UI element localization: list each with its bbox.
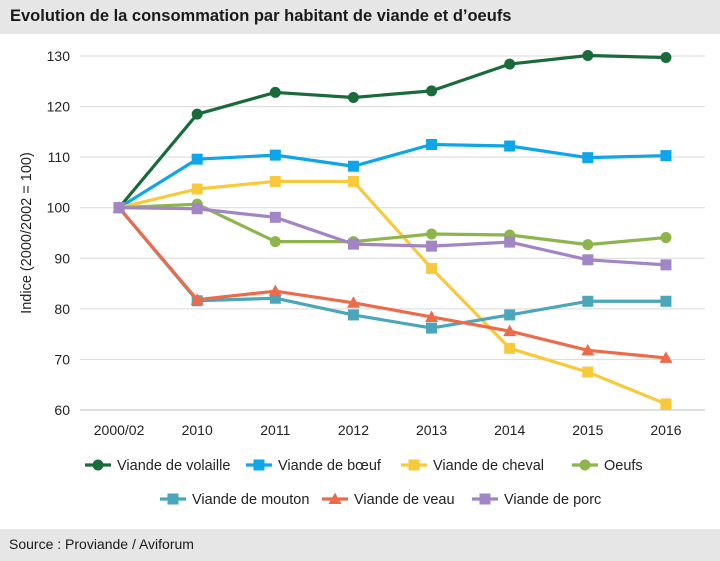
- point-oeufs-7: [660, 232, 672, 244]
- point-viande-de-veau-6: [581, 343, 595, 356]
- point-viande-de-cheval-7: [660, 398, 672, 410]
- point-oeufs-6: [582, 239, 594, 251]
- point-viande-de-volaille-6: [582, 49, 594, 61]
- point-viande-de-mouton-4: [426, 322, 438, 334]
- point-viande-de-veau-2: [268, 284, 282, 297]
- x-tick-label-6: 2015: [572, 422, 603, 438]
- legend-label-viande-de-b-uf: Viande de bœuf: [278, 458, 382, 474]
- series-line-viande-de-mouton: [117, 206, 666, 330]
- y-tick-label-70: 70: [54, 351, 70, 367]
- title-bar: Evolution de la consommation par habitan…: [0, 0, 720, 34]
- point-viande-de-porc-4: [426, 240, 438, 252]
- point-viande-de-veau-5: [503, 324, 517, 337]
- y-tick-label-80: 80: [54, 301, 70, 317]
- point-viande-de-cheval-5: [504, 342, 516, 354]
- point-viande-de-porc-2: [269, 211, 281, 223]
- x-tick-label-7: 2016: [650, 422, 681, 438]
- y-tick-label-120: 120: [47, 99, 71, 115]
- legend-label-viande-de-veau: Viande de veau: [354, 492, 455, 508]
- point-viande-de-volaille-1: [191, 108, 203, 120]
- legend-marker-viande-de-b-uf: [253, 459, 265, 471]
- y-tick-label-110: 110: [48, 149, 71, 165]
- point-viande-de-cheval-4: [426, 262, 438, 274]
- source-note: Source : Proviande / Aviforum: [9, 536, 194, 552]
- point-viande-de-b-uf-2: [269, 149, 281, 161]
- point-viande-de-b-uf-7: [660, 150, 672, 162]
- point-viande-de-volaille-5: [504, 58, 516, 70]
- series-line-viande-de-porc: [119, 206, 667, 267]
- x-tick-label-5: 2014: [494, 422, 525, 438]
- legend-marker-viande-de-porc: [479, 493, 491, 505]
- point-viande-de-b-uf-4: [426, 139, 438, 150]
- point-viande-de-mouton-2: [269, 292, 281, 304]
- point-oeufs-4: [426, 228, 438, 240]
- legend-marker-viande-de-mouton: [167, 493, 179, 505]
- point-viande-de-cheval-3: [347, 175, 359, 187]
- legend-marker-viande-de-veau: [328, 492, 342, 504]
- point-viande-de-volaille-2: [269, 86, 281, 98]
- point-viande-de-porc-7: [660, 259, 672, 271]
- legend-label-oeufs: Oeufs: [604, 458, 643, 474]
- point-viande-de-porc-6: [582, 254, 594, 266]
- point-viande-de-volaille-4: [426, 85, 438, 97]
- point-viande-de-mouton-6: [582, 295, 594, 307]
- point-viande-de-veau-1: [190, 293, 204, 305]
- legend-label-viande-de-cheval: Viande de cheval: [433, 458, 544, 474]
- y-tick-label-60: 60: [54, 402, 70, 418]
- point-viande-de-porc-0: [113, 202, 125, 214]
- point-viande-de-mouton-3: [347, 309, 359, 321]
- footer-bar: Source : Proviande / Aviforum: [0, 529, 720, 561]
- legend-marker-oeufs: [579, 459, 591, 471]
- point-viande-de-mouton-5: [504, 309, 516, 321]
- point-viande-de-veau-7: [659, 351, 673, 363]
- point-viande-de-porc-1: [191, 203, 203, 215]
- series-line-viande-de-b-uf: [118, 142, 666, 210]
- point-viande-de-mouton-7: [660, 295, 672, 307]
- legend-label-viande-de-mouton: Viande de mouton: [192, 492, 309, 508]
- point-viande-de-b-uf-6: [582, 152, 594, 164]
- y-tick-label-100: 100: [47, 200, 71, 216]
- legend-marker-viande-de-cheval: [408, 459, 420, 471]
- point-viande-de-volaille-7: [660, 52, 672, 64]
- x-tick-label-1: 2010: [182, 422, 213, 438]
- point-viande-de-porc-5: [504, 236, 516, 248]
- point-viande-de-veau-4: [425, 310, 439, 322]
- point-viande-de-cheval-1: [191, 183, 203, 195]
- legend-label-viande-de-volaille: Viande de volaille: [117, 458, 230, 474]
- point-viande-de-veau-3: [346, 296, 360, 308]
- point-viande-de-b-uf-3: [347, 160, 359, 172]
- series-line-viande-de-volaille: [117, 53, 666, 209]
- series-line-viande-de-veau: [117, 206, 667, 360]
- point-viande-de-porc-3: [347, 238, 359, 250]
- point-viande-de-b-uf-1: [191, 153, 203, 165]
- point-viande-de-cheval-6: [582, 366, 594, 378]
- point-viande-de-volaille-3: [347, 91, 359, 103]
- x-tick-label-0: 2000/02: [94, 422, 145, 438]
- legend-marker-viande-de-volaille: [92, 459, 104, 471]
- point-oeufs-2: [269, 236, 281, 248]
- legend-label-viande-de-porc: Viande de porc: [504, 492, 601, 508]
- series-line-viande-de-cheval: [118, 179, 667, 406]
- point-viande-de-b-uf-5: [504, 140, 516, 152]
- y-tick-label-90: 90: [54, 250, 70, 266]
- x-tick-label-2: 2011: [260, 422, 290, 438]
- y-axis-title: Indice (2000/2002 = 100): [19, 152, 35, 314]
- chart-title: Evolution de la consommation par habitan…: [10, 7, 512, 25]
- line-chart: 60 70 80 90 100 110 120 130 2000/02 2010 2011 2012 2…: [19, 48, 705, 508]
- y-tick-label-130: 130: [47, 48, 71, 64]
- x-tick-label-4: 2013: [416, 422, 447, 438]
- point-viande-de-cheval-2: [269, 175, 281, 187]
- x-tick-label-3: 2012: [338, 422, 369, 438]
